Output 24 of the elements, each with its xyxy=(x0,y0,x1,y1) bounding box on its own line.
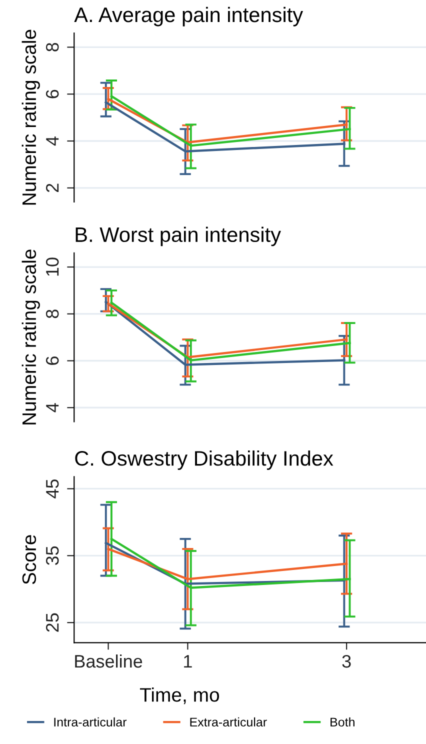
y-tick-label: 25 xyxy=(46,613,59,632)
y-tick-label: 10 xyxy=(46,258,59,276)
x-axis-title: Time, mo xyxy=(140,687,220,704)
y-axis-title: Numeric rating scale xyxy=(22,250,40,424)
x-tick-label: Baseline xyxy=(75,654,142,668)
y-tick-label: 4 xyxy=(46,136,59,146)
y-axis-title: Numeric rating scale xyxy=(22,30,40,205)
chart-title: C. Oswestry Disability Index xyxy=(75,450,334,470)
chart-title: A. Average pain intensity xyxy=(74,6,304,26)
legend-label: Both xyxy=(330,717,354,727)
y-axis-title: Score xyxy=(22,535,36,584)
y-tick-label: 35 xyxy=(46,546,59,566)
x-tick-label: 1 xyxy=(184,655,192,668)
y-tick-label: 8 xyxy=(46,310,59,318)
chart-title: B. Worst pain intensity xyxy=(76,226,281,246)
x-tick-label: 3 xyxy=(342,654,351,668)
y-tick-label: 4 xyxy=(46,403,59,412)
legend-label: Intra-articular xyxy=(54,717,127,727)
y-tick-label: 2 xyxy=(46,184,59,192)
y-tick-label: 6 xyxy=(46,356,59,365)
y-tick-label: 6 xyxy=(46,90,59,98)
y-tick-label: 8 xyxy=(46,42,59,52)
legend-label: Extra-articular xyxy=(190,717,267,727)
y-tick-label: 45 xyxy=(46,479,59,498)
